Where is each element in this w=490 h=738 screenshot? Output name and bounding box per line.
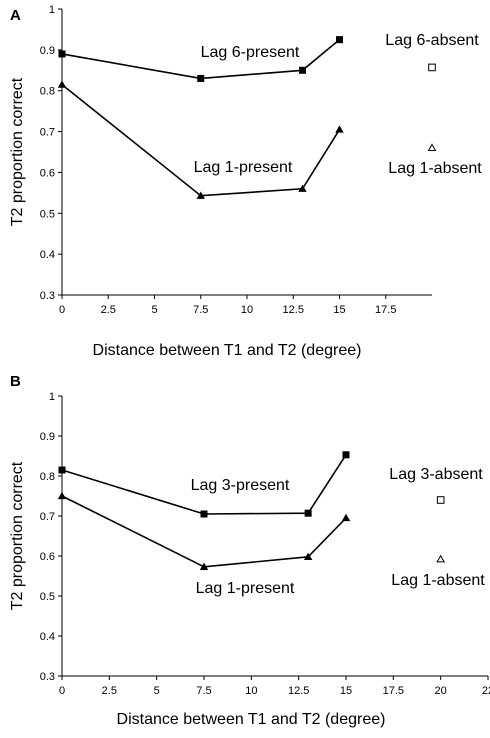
series-line [61, 39, 341, 80]
data-point-triangle [335, 125, 344, 133]
data-point-square [428, 63, 436, 72]
x-tick-label: 12.5 [288, 685, 309, 697]
x-tick-label: 22 [482, 685, 490, 697]
series-label: Lag 1-present [196, 580, 295, 597]
y-tick-label: 0.5 [40, 591, 55, 603]
series-label: Lag 6-absent [385, 32, 479, 49]
x-axis-title: Distance between T1 and T2 (degree) [93, 342, 362, 359]
x-tick-label: 0 [59, 685, 65, 697]
x-tick-label: 5 [151, 304, 157, 316]
data-point-triangle [196, 191, 205, 199]
series-lag-1-absent: Lag 1-absent [391, 554, 485, 589]
y-tick-label: 0.4 [40, 249, 55, 261]
series-lag-1-absent: Lag 1-absent [388, 143, 482, 177]
data-point-square [304, 509, 312, 517]
data-point-square [197, 74, 205, 82]
x-tick-label: 17.5 [383, 685, 404, 697]
series-lag-3-absent: Lag 3-absent [389, 466, 483, 504]
y-axis-title: T2 proportion correct [9, 77, 26, 226]
x-tick-label: 15 [333, 304, 345, 316]
x-axis-title: Distance between T1 and T2 (degree) [117, 711, 386, 728]
series-lag-3-present: Lag 3-present [58, 451, 350, 518]
series-label: Lag 6-present [201, 44, 300, 61]
series-lag-1-present: Lag 1-present [57, 80, 344, 199]
series-label: Lag 1-absent [391, 572, 485, 589]
x-tick-label: 2.5 [101, 304, 116, 316]
y-tick-label: 0.7 [40, 511, 55, 523]
data-point-square [436, 496, 445, 504]
y-tick-label: 0.9 [40, 431, 55, 443]
y-axis-title: T2 proportion correct [9, 461, 26, 610]
y-tick-label: 0.5 [40, 208, 55, 220]
x-tick-label: 7.5 [193, 304, 208, 316]
x-tick-label: 7.5 [196, 685, 211, 697]
y-tick-label: 0.6 [40, 551, 55, 563]
panel-letter: B [10, 373, 21, 390]
chart-panel-b: B0.30.40.50.60.70.80.910 2.5 5 7.5 10 12.5 15 1… [9, 373, 490, 728]
series-line [61, 454, 347, 515]
data-point-triangle [303, 552, 313, 560]
x-tick-label: 15 [340, 685, 352, 697]
x-tick-label: 5 [154, 685, 160, 697]
x-tick-label: 0 [59, 304, 65, 316]
series-label: Lag 1-absent [388, 160, 482, 177]
data-point-triangle [427, 143, 437, 152]
series-label: Lag 3-present [191, 477, 290, 494]
x-tick-label: 20 [435, 685, 447, 697]
series-lag-6-present: Lag 6-present [58, 36, 343, 82]
y-tick-label: 0.4 [40, 631, 55, 643]
data-point-triangle [341, 513, 351, 522]
data-point-square [200, 510, 208, 518]
data-point-triangle [298, 184, 307, 192]
panel-letter: A [10, 7, 21, 24]
data-point-triangle [199, 562, 209, 570]
x-tick-label: 17.5 [375, 304, 396, 316]
x-tick-label: 10 [245, 685, 257, 697]
data-point-square [58, 50, 66, 58]
data-point-triangle [57, 80, 67, 88]
y-tick-label: 0.7 [40, 127, 55, 139]
data-point-square [336, 36, 343, 44]
data-point-triangle [57, 491, 67, 500]
chart-panel-a: A0.30.40.50.60.70.80.910 2.5 5 7.5 10 12.5 15 1… [9, 4, 482, 359]
series-line [61, 83, 341, 197]
data-point-square [342, 451, 350, 459]
series-lag-1-present: Lag 1-present [57, 491, 351, 597]
y-tick-label: 0.8 [40, 86, 55, 98]
x-tick-label: 2.5 [102, 685, 117, 697]
x-tick-label: 12.5 [283, 304, 304, 316]
y-tick-label: 1 [49, 4, 55, 16]
y-tick-label: 0.6 [40, 167, 55, 179]
y-tick-label: 0.8 [40, 471, 55, 483]
y-tick-label: 0.3 [40, 290, 55, 302]
series-label: Lag 1-present [194, 159, 293, 176]
data-point-square [299, 66, 306, 74]
series-lag-6-absent: Lag 6-absent [385, 32, 479, 72]
data-point-square [58, 466, 66, 474]
y-tick-label: 0.9 [40, 45, 55, 57]
x-tick-label: 10 [241, 304, 253, 316]
y-tick-label: 0.3 [40, 671, 55, 683]
series-line [61, 495, 347, 568]
y-tick-label: 1 [49, 391, 55, 403]
data-point-triangle [436, 554, 446, 563]
series-label: Lag 3-absent [389, 466, 483, 483]
